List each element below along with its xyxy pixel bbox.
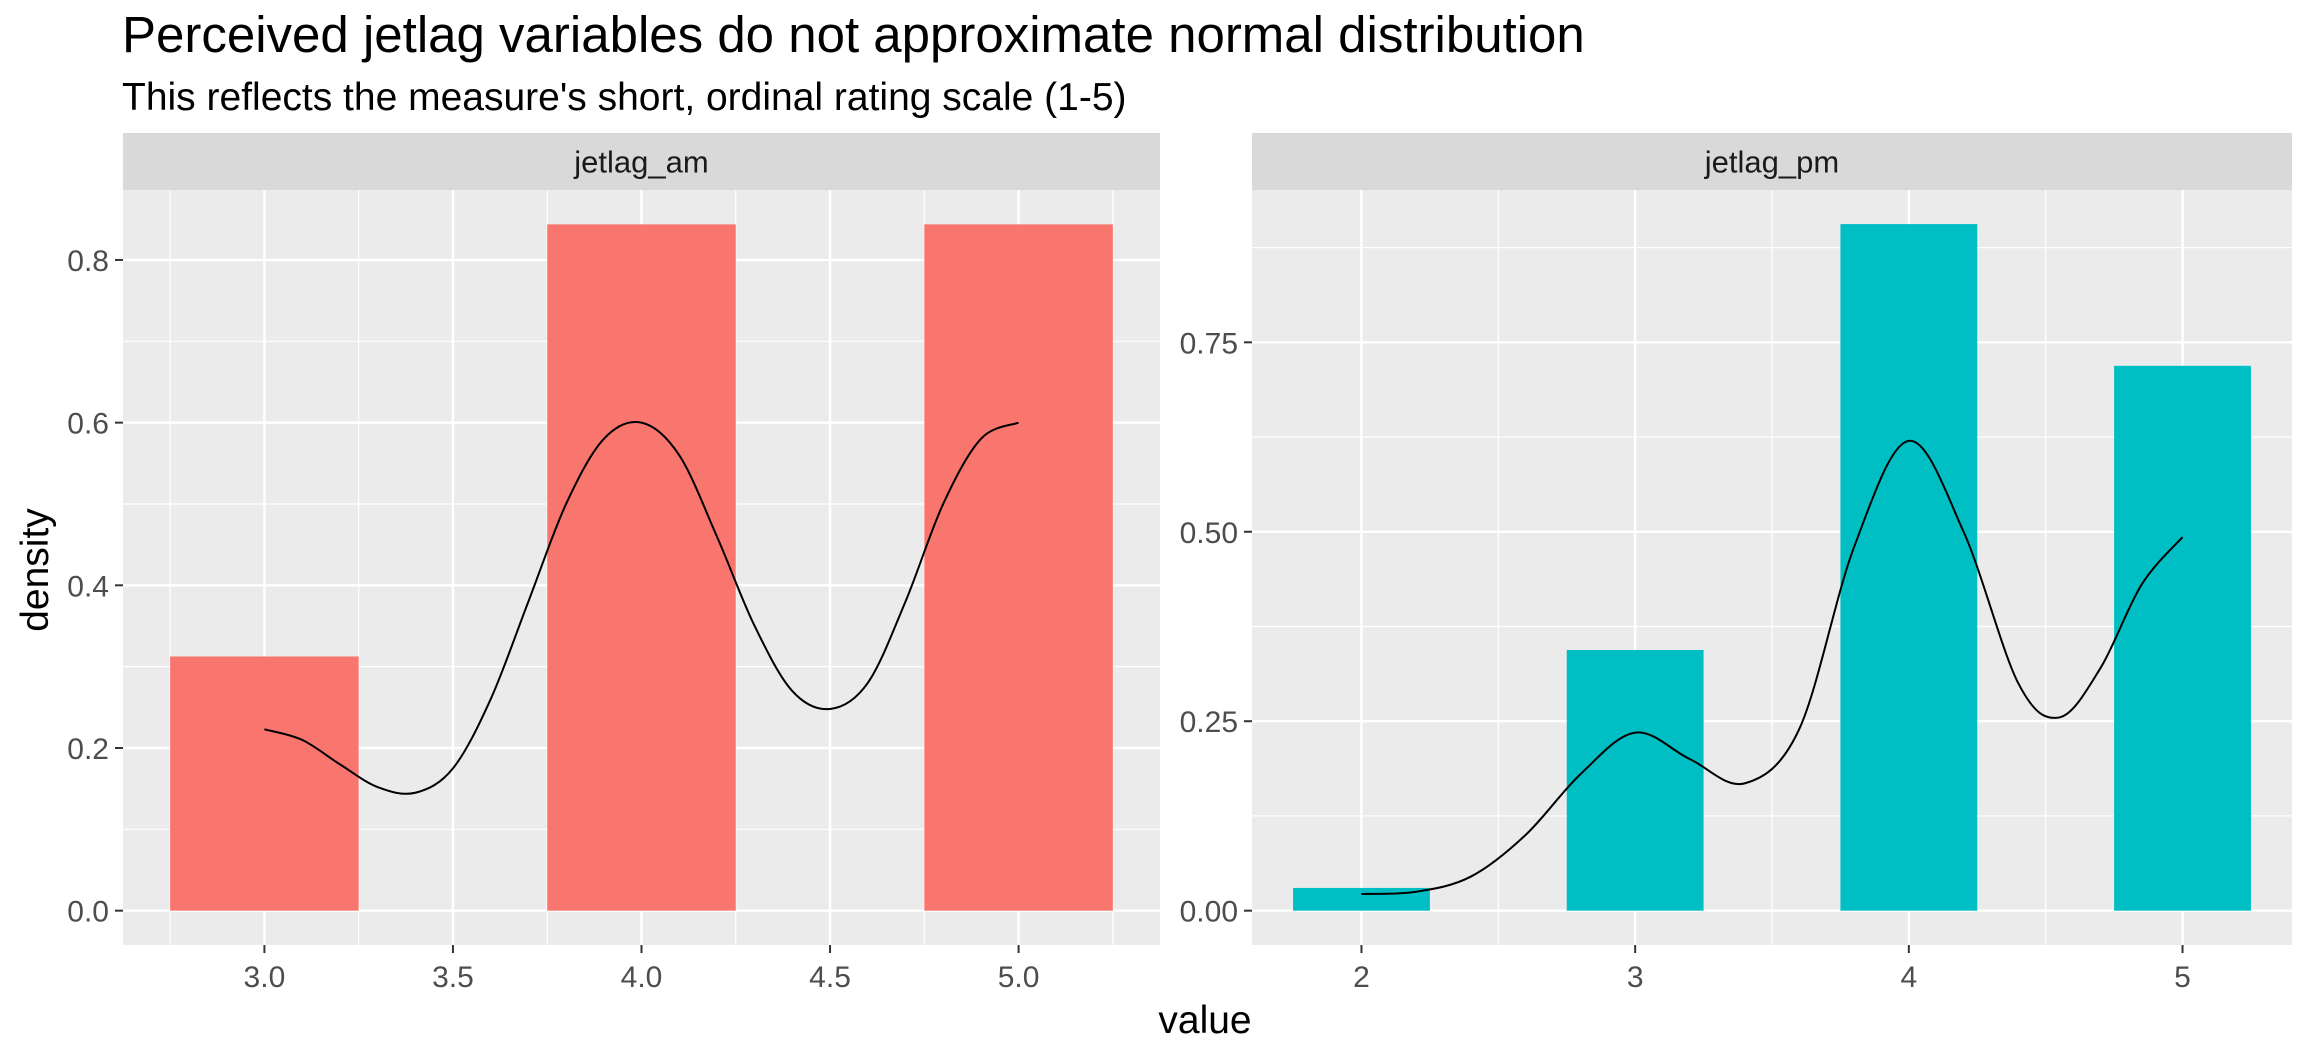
facet-panels: jetlag_am3.0 3.5 4.0 4.5 5.00.00.20.40.60.8j… (67, 133, 2292, 994)
x-tick-label: 4.0 (621, 961, 663, 994)
facet-strip-label: jetlag_am (573, 145, 708, 180)
y-tick-label: 0.4 (67, 570, 109, 603)
histogram-bar (2114, 365, 2251, 911)
x-tick-label: 2 (1353, 961, 1370, 994)
histogram-bar (1840, 224, 1978, 911)
y-tick-label: 0.50 (1180, 517, 1238, 550)
x-tick-label: 5 (2174, 961, 2191, 994)
x-tick-label: 4.5 (809, 961, 851, 994)
chart-subtitle: This reflects the measure's short, ordin… (122, 76, 1127, 119)
y-tick-label: 0.8 (67, 245, 109, 278)
histogram-bar (1293, 887, 1430, 911)
y-tick-label: 0.6 (67, 408, 109, 441)
histogram-bar (1566, 649, 1704, 911)
y-tick-label: 0.75 (1180, 327, 1238, 360)
x-tick-label: 3.0 (244, 961, 286, 994)
facet-strip (1252, 133, 2292, 190)
facet-panel-jetlag_am: jetlag_am 3.0 3.5 4.0 4.5 5.0 0.0 0.2 0.4 0.6 0.8 (67, 133, 1160, 994)
histogram-bar (924, 224, 1113, 911)
density-curve (1361, 439, 2184, 895)
x-tick-label: 3 (1627, 961, 1644, 994)
facet-panel-jetlag_pm: jetlag_pm 2 3 4 5 0.00 0.25 0.50 0.75 (1180, 133, 2292, 994)
chart-title: Perceived jetlag variables do not approx… (122, 6, 1585, 63)
histogram-bar (547, 224, 736, 911)
x-tick-label: 5.0 (998, 961, 1040, 994)
facet-strip (123, 133, 1160, 190)
y-axis-title: density (14, 508, 57, 632)
histogram-bar (170, 656, 359, 911)
y-tick-label: 0.25 (1180, 706, 1238, 739)
x-axis-title: value (1158, 999, 1251, 1042)
y-tick-label: 0.2 (67, 733, 109, 766)
density-curve (264, 420, 1019, 795)
x-tick-label: 3.5 (432, 961, 474, 994)
x-tick-label: 4 (1900, 961, 1917, 994)
y-tick-label: 0.00 (1180, 896, 1238, 929)
facet-strip-label: jetlag_pm (1704, 145, 1839, 180)
y-tick-label: 0.0 (67, 896, 109, 929)
